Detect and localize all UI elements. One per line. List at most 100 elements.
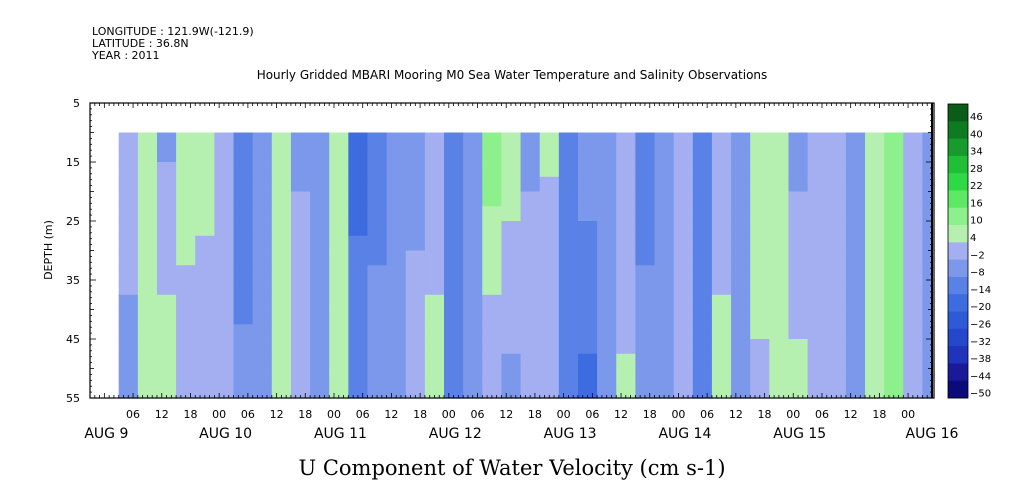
heatmap-cell bbox=[692, 250, 713, 266]
heatmap-cell bbox=[673, 294, 694, 311]
heatmap-cell bbox=[482, 309, 503, 325]
heatmap-cell bbox=[501, 265, 522, 281]
heatmap-cell bbox=[922, 368, 933, 384]
heatmap-cell bbox=[118, 132, 139, 148]
heatmap-cell bbox=[750, 324, 770, 340]
colorbar-swatch bbox=[948, 138, 968, 157]
heatmap-cell bbox=[845, 280, 866, 296]
heatmap-cell bbox=[348, 176, 369, 193]
heatmap-cell bbox=[769, 176, 790, 193]
heatmap-cell bbox=[520, 221, 541, 237]
x-tick-label: 18 bbox=[872, 408, 886, 421]
heatmap-cell bbox=[845, 206, 866, 222]
heatmap-cell bbox=[635, 162, 656, 178]
heatmap-cell bbox=[176, 324, 196, 340]
heatmap-cell bbox=[711, 221, 732, 237]
heatmap-cell bbox=[692, 206, 713, 222]
heatmap-cell bbox=[214, 368, 235, 384]
heatmap-cell bbox=[865, 162, 885, 178]
heatmap-cell bbox=[922, 265, 933, 281]
heatmap-cell bbox=[577, 235, 598, 252]
heatmap-cell bbox=[807, 309, 828, 325]
heatmap-cell bbox=[367, 294, 388, 311]
heatmap-cell bbox=[903, 206, 924, 222]
heatmap-cell bbox=[635, 191, 656, 207]
heatmap-cell bbox=[137, 162, 158, 178]
heatmap-cell bbox=[118, 353, 139, 370]
heatmap-cell bbox=[769, 383, 790, 399]
heatmap-cell bbox=[520, 191, 541, 207]
colorbar-frame bbox=[947, 103, 969, 399]
heatmap-cell bbox=[635, 176, 656, 193]
heatmap-cell bbox=[329, 221, 349, 237]
x-tick-label: 18 bbox=[413, 408, 427, 421]
heatmap-cell bbox=[922, 147, 933, 163]
day-label: AUG 11 bbox=[314, 426, 367, 442]
heatmap-cell bbox=[214, 162, 235, 178]
heatmap-cell bbox=[501, 250, 522, 266]
heatmap-cell bbox=[558, 265, 579, 281]
heatmap-cell bbox=[711, 339, 732, 355]
heatmap-cell bbox=[463, 265, 483, 281]
heatmap-cell bbox=[290, 235, 311, 252]
heatmap-cell bbox=[290, 383, 311, 399]
heatmap-cell bbox=[750, 250, 770, 266]
heatmap-cell bbox=[884, 265, 904, 281]
heatmap-cell bbox=[405, 162, 426, 178]
heatmap-cell bbox=[195, 280, 215, 296]
heatmap-cell bbox=[769, 368, 790, 384]
heatmap-cell bbox=[271, 339, 292, 355]
heatmap-cell bbox=[482, 250, 503, 266]
heatmap-cell bbox=[788, 280, 809, 296]
heatmap-cell bbox=[214, 147, 235, 163]
heatmap-cell bbox=[654, 339, 675, 355]
colorbar-label: 46 bbox=[970, 112, 983, 123]
heatmap-cell bbox=[252, 221, 273, 237]
heatmap-cell bbox=[769, 339, 790, 355]
heatmap-cell bbox=[386, 280, 407, 296]
heatmap-cell bbox=[386, 132, 407, 148]
y-axis-ticks: 5 15 25 35 45 55 bbox=[66, 97, 932, 405]
heatmap-cell bbox=[750, 147, 770, 163]
heatmap-cell bbox=[444, 368, 464, 384]
heatmap-cell bbox=[616, 162, 636, 178]
heatmap-cell bbox=[922, 221, 933, 237]
heatmap-cell bbox=[252, 250, 273, 266]
heatmap-cell bbox=[405, 339, 426, 355]
x-tick-label: 00 bbox=[212, 408, 226, 421]
x-tick-label: 06 bbox=[471, 408, 485, 421]
heatmap-cell bbox=[137, 147, 158, 163]
heatmap-cell bbox=[750, 221, 770, 237]
heatmap-cell bbox=[616, 206, 636, 222]
heatmap-cell bbox=[482, 176, 503, 193]
heatmap-cell bbox=[673, 353, 694, 370]
heatmap-cell bbox=[156, 339, 177, 355]
heatmap-cell bbox=[673, 368, 694, 384]
heatmap-cell bbox=[845, 235, 866, 252]
heatmap-cell bbox=[156, 309, 177, 325]
heatmap-cell bbox=[463, 250, 483, 266]
heatmap-cell bbox=[769, 221, 790, 237]
heatmap-cell bbox=[329, 235, 349, 252]
heatmap-cell bbox=[711, 147, 732, 163]
heatmap-cell bbox=[807, 191, 828, 207]
heatmap-cell bbox=[367, 235, 388, 252]
heatmap-cell bbox=[386, 294, 407, 311]
colorbar-label: −26 bbox=[970, 320, 991, 331]
heatmap-cell bbox=[310, 176, 330, 193]
colorbar-label: −8 bbox=[970, 268, 985, 279]
heatmap-cell bbox=[156, 176, 177, 193]
heatmap-cell bbox=[156, 191, 177, 207]
heatmap-cell bbox=[539, 206, 560, 222]
x-axis-ticks: 06 12 18 00 06 12 18 00 06 12 18 00 06 12 18 00 06 12 18 00… bbox=[84, 103, 959, 442]
heatmap-cell bbox=[845, 250, 866, 266]
heatmap-cell bbox=[195, 368, 215, 384]
heatmap-cell bbox=[444, 309, 464, 325]
heatmap-cell bbox=[731, 191, 751, 207]
colorbar-swatch bbox=[948, 276, 968, 295]
heatmap-cell bbox=[156, 162, 177, 178]
heatmap-cell bbox=[654, 235, 675, 252]
colorbar-label: −44 bbox=[970, 371, 991, 382]
heatmap-cell bbox=[539, 162, 560, 178]
heatmap-cell bbox=[233, 176, 254, 193]
